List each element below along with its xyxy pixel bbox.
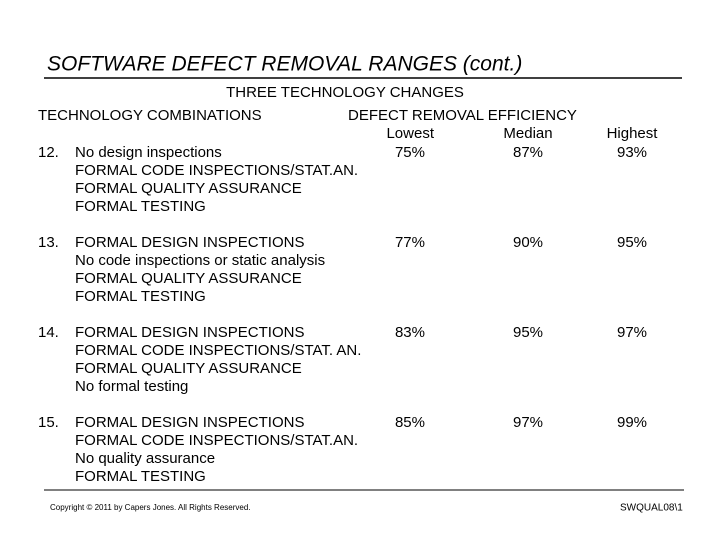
row-value: 83% [395,324,425,341]
row-line: No formal testing [75,378,188,395]
row-line: FORMAL DESIGN INSPECTIONS [75,234,304,251]
row-number: 14. [38,324,59,341]
copyright: Copyright © 2011 by Capers Jones. All Ri… [50,503,251,512]
row-value: 97% [617,324,647,341]
column-header: Highest [607,125,659,142]
row-line: No quality assurance [75,450,215,467]
row-value: 90% [513,234,543,251]
slide-id: SWQUAL08\1 [620,503,683,514]
row-line: No code inspections or static analysis [75,252,325,269]
row-line: FORMAL QUALITY ASSURANCE [75,180,302,197]
row-value: 97% [513,414,543,431]
row-value: 95% [513,324,543,341]
row-line: FORMAL DESIGN INSPECTIONS [75,324,304,341]
row-line: FORMAL QUALITY ASSURANCE [75,360,302,377]
row-line: No design inspections [75,144,222,161]
subtitle: THREE TECHNOLOGY CHANGES [226,84,464,101]
row-number: 15. [38,414,59,431]
row-line: FORMAL TESTING [75,198,206,215]
row-number: 12. [38,144,59,161]
row-value: 87% [513,144,543,161]
row-line: FORMAL CODE INSPECTIONS/STAT. AN. [75,342,361,359]
row-line: FORMAL TESTING [75,468,206,485]
row-line: FORMAL TESTING [75,288,206,305]
row-line: FORMAL CODE INSPECTIONS/STAT.AN. [75,162,358,179]
row-value: 93% [617,144,647,161]
row-value: 99% [617,414,647,431]
row-line: FORMAL DESIGN INSPECTIONS [75,414,304,431]
efficiency-header: DEFECT REMOVAL EFFICIENCY [348,107,577,124]
row-value: 85% [395,414,425,431]
row-value: 75% [395,144,425,161]
row-line: FORMAL CODE INSPECTIONS/STAT.AN. [75,432,358,449]
row-value: 95% [617,234,647,251]
column-header: Median [503,125,552,142]
row-value: 77% [395,234,425,251]
column-header: Lowest [386,125,434,142]
combinations-header: TECHNOLOGY COMBINATIONS [38,107,262,124]
title: SOFTWARE DEFECT REMOVAL RANGES (cont.) [47,53,522,76]
row-number: 13. [38,234,59,251]
row-line: FORMAL QUALITY ASSURANCE [75,270,302,287]
